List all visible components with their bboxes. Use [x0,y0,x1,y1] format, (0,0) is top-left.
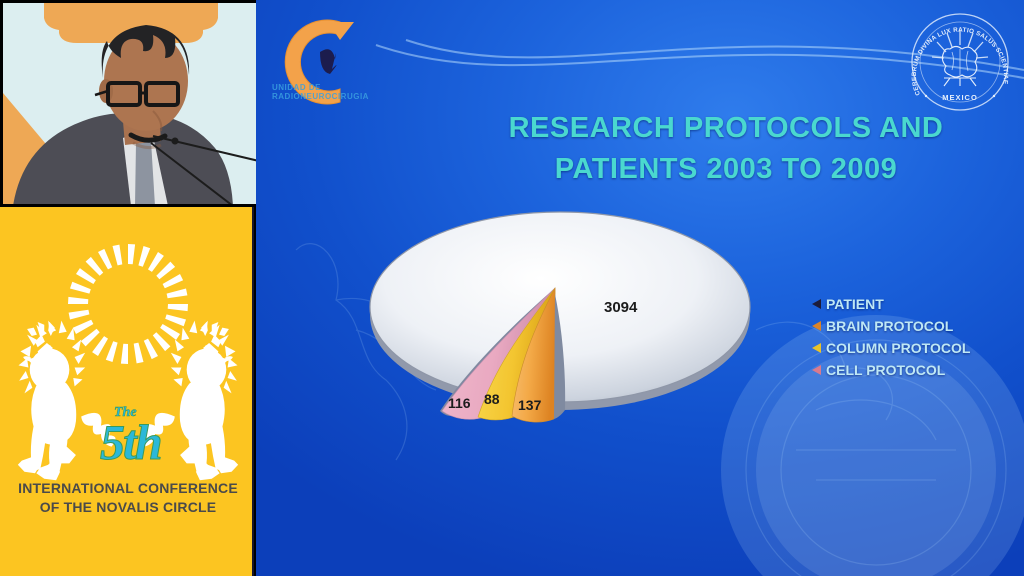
svg-text:137: 137 [518,397,542,413]
svg-text:116: 116 [448,395,471,411]
svg-text:88: 88 [484,391,500,407]
svg-text:3094: 3094 [604,299,638,316]
